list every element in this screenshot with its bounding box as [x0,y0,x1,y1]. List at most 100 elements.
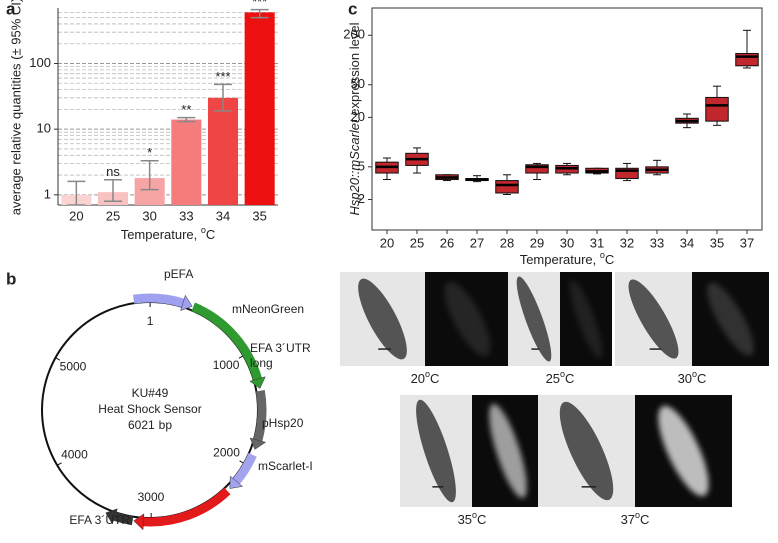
x-tick-label: 20 [69,208,83,223]
feature-label: pEFA [164,267,193,281]
significance-label: ** [181,102,191,117]
feature-arc [253,390,267,442]
plasmid-tick-label: 3000 [138,490,165,504]
temperature-label: 20oC [411,369,440,386]
y-tick-label: 100 [29,55,51,70]
y-tick-label: 1 [44,186,51,201]
temperature-value: 25 [546,371,560,386]
x-axis-label: Temperature, oC [121,225,216,242]
panel-label: c [348,0,357,18]
feature-label: EFA 3´UTR [250,341,311,355]
plasmid-tick [55,357,61,361]
box [615,167,639,180]
degree-sup: o [425,369,430,379]
worm-brightfield [416,399,456,503]
panel-label: b [6,269,16,288]
feature-arrowhead [133,513,145,531]
plasmid-size: 6021 bp [128,418,172,432]
size-unit: bp [159,418,173,432]
unit: C [565,371,574,386]
degree-sup: o [692,369,697,379]
unit: C [477,512,486,527]
degree-sup: o [635,510,640,520]
feature-label: mScarlet-I [258,459,313,473]
worm-fluorescence [658,405,709,497]
degree-sup: o [472,510,477,520]
y-tick-label: 10 [37,121,51,136]
temperature-value: 35 [458,512,472,527]
plasmid-tick [239,460,245,464]
temperature-label: 25oC [546,369,575,386]
worm-brightfield [358,278,407,360]
feature-label: pHsp20 [262,416,304,430]
x-tick-label: 25 [106,208,120,223]
plasmid-description: Heat Shock Sensor [98,402,201,416]
x-tick-label: 32 [620,235,634,250]
y-tick-label: 5 [358,158,365,173]
x-tick-label: 33 [650,235,664,250]
significance-label: *** [252,0,267,9]
feature-label: EFA 3´UTR [69,513,130,527]
feature-arrowhead [249,437,267,450]
x-tick-label: 37 [740,235,754,250]
plasmid-tick-label: 5000 [60,360,87,374]
unit: C [640,512,649,527]
y-tick-label: 20 [351,109,365,124]
significance-label: ns [106,164,120,179]
plot-frame [371,7,763,231]
plasmid-tick [57,462,62,466]
y-axis-label: Hsp20::mScarlet expression level [347,22,362,215]
x-tick-label: 29 [530,235,544,250]
unit: C [697,371,706,386]
temperature-label: 35oC [458,510,487,527]
panel-label: a [6,0,16,18]
x-tick-label: 20 [380,235,394,250]
micrograph-pair [400,395,544,507]
temperature-value: 37 [621,512,635,527]
feature-label: mNeonGreen [232,302,304,316]
x-tick-label: 35 [252,208,266,223]
worm-fluorescence [569,280,603,358]
label-text: Temperature, [121,227,201,242]
feature-label: long [250,356,273,370]
label-text: Temperature, [520,252,600,267]
plasmid-tick-label: 2000 [213,446,240,460]
y-axis-label: average relative quantities (± 95% CI) [8,0,23,215]
plasmid-name: KU#49 [132,386,169,400]
worm-fluorescence [489,403,527,499]
significance-label: * [147,145,152,160]
x-tick-label: 28 [500,235,514,250]
worm-brightfield [559,401,614,501]
micrograph-pair [538,395,732,507]
x-tick-label: 34 [680,235,694,250]
label-text: expression level [347,22,362,119]
y-tick-label: 50 [351,76,365,91]
feature-arc [132,293,185,308]
plasmid-tick [238,355,244,359]
label-text: C [206,227,215,242]
feature-arc [143,487,231,527]
bar [171,119,202,205]
label-sup: o [201,225,206,235]
box [705,96,729,122]
x-tick-label: 34 [216,208,230,223]
temperature-value: 30 [678,371,692,386]
feature-arrowhead [105,508,118,525]
feature-arc [191,302,262,381]
plasmid-tick-label: 1 [147,314,154,328]
micrograph-pair [340,272,510,366]
worm-brightfield [516,276,552,362]
x-tick-label: 35 [710,235,724,250]
feature-arrowhead [229,475,244,489]
x-axis-label: Temperature, oC [520,250,615,267]
x-tick-label: 30 [560,235,574,250]
micrograph-pair [615,272,769,366]
label-italic: Hsp20::mScarlet [347,118,362,215]
x-tick-label: 27 [470,235,484,250]
micrograph-pair [508,272,612,366]
feature-arrowhead [249,376,266,389]
x-tick-label: 30 [142,208,156,223]
worm-brightfield [628,279,679,359]
degree-sup: o [560,369,565,379]
